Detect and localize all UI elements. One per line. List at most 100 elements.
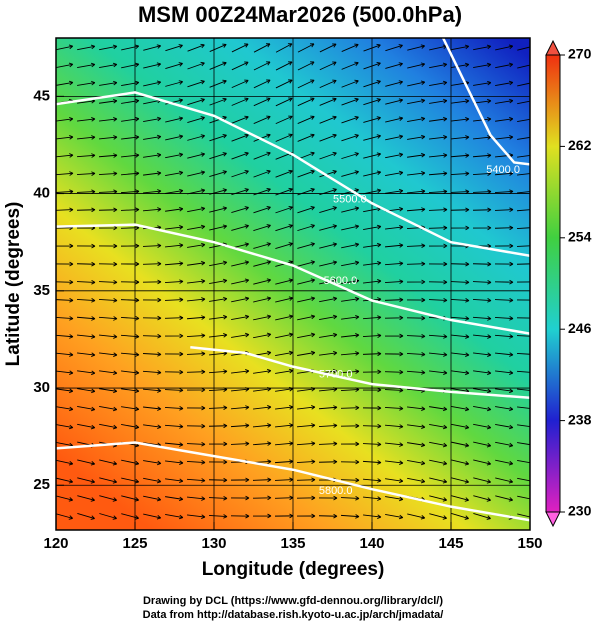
- wind-arrow: [275, 205, 293, 214]
- wind-arrow: [98, 298, 118, 303]
- wind-arrow: [187, 134, 205, 141]
- wind-arrow: [165, 188, 184, 194]
- wind-arrow: [99, 135, 118, 140]
- wind-arrow: [428, 261, 448, 267]
- wind-arrow: [407, 62, 426, 69]
- wind-arrow: [451, 495, 469, 502]
- wind-arrow: [450, 316, 470, 321]
- wind-arrow: [407, 477, 426, 484]
- wind-arrow: [186, 369, 206, 375]
- wind-arrow: [384, 279, 404, 284]
- wind-arrow: [319, 79, 337, 89]
- wind-arrow: [319, 133, 337, 142]
- wind-arrow: [429, 153, 448, 158]
- wind-arrow: [296, 459, 316, 464]
- wind-arrow: [231, 278, 250, 285]
- wind-arrow: [165, 478, 184, 484]
- wind-arrow: [451, 406, 470, 412]
- wind-arrow: [451, 334, 470, 339]
- wind-arrow: [340, 441, 360, 447]
- contour-line: [441, 38, 530, 166]
- wind-arrow: [142, 352, 162, 357]
- contour-label: 5400.0: [486, 164, 520, 176]
- y-axis-label: Latitude (degrees): [3, 202, 24, 367]
- wind-arrow: [384, 315, 404, 321]
- wind-arrow: [187, 297, 206, 302]
- wind-arrow: [428, 352, 448, 357]
- wind-arrow: [385, 98, 404, 105]
- wind-arrow: [318, 459, 338, 465]
- wind-arrow: [143, 477, 162, 484]
- wind-arrow: [76, 207, 96, 213]
- wind-arrow: [450, 298, 470, 303]
- wind-arrow: [428, 171, 448, 176]
- wind-arrow: [120, 207, 140, 213]
- wind-arrow: [385, 116, 404, 123]
- wind-arrow: [473, 513, 491, 520]
- wind-arrow: [186, 441, 206, 447]
- wind-arrow: [473, 406, 492, 412]
- wind-arrow: [275, 169, 293, 178]
- wind-arrow: [450, 279, 470, 285]
- wind-arrow: [494, 207, 514, 213]
- wind-arrow: [187, 43, 205, 52]
- wind-arrow: [385, 478, 404, 484]
- wind-arrow: [252, 441, 272, 446]
- wind-arrow: [120, 352, 140, 357]
- wind-arrow: [473, 44, 492, 51]
- wind-arrow: [384, 406, 404, 411]
- wind-arrow: [121, 370, 140, 375]
- wind-arrow: [275, 133, 293, 142]
- wind-arrow: [451, 423, 470, 430]
- wind-arrow: [517, 513, 530, 518]
- wind-arrow: [56, 352, 74, 357]
- wind-arrow: [517, 82, 530, 87]
- wind-arrow: [450, 153, 470, 158]
- wind-arrow: [406, 370, 426, 375]
- wind-arrow: [407, 152, 426, 158]
- wind-arrow: [429, 513, 448, 520]
- wind-arrow: [341, 152, 359, 160]
- wind-arrow: [187, 80, 205, 88]
- y-tick-label: 40: [33, 185, 50, 202]
- wind-arrow: [473, 441, 492, 448]
- wind-arrow: [517, 100, 530, 105]
- wind-arrow: [164, 279, 184, 284]
- wind-arrow: [429, 98, 448, 104]
- wind-arrow: [56, 279, 74, 285]
- wind-arrow: [120, 243, 140, 249]
- wind-arrow: [98, 334, 118, 339]
- wind-arrow: [99, 98, 118, 104]
- wind-arrow: [76, 279, 96, 285]
- wind-arrow: [297, 43, 315, 53]
- wind-arrow: [495, 495, 514, 502]
- wind-arrow: [142, 333, 162, 339]
- wind-arrow: [209, 61, 227, 70]
- wind-arrow: [253, 169, 271, 178]
- y-tick-label: 45: [33, 87, 50, 104]
- contour-label: 5600.0: [324, 275, 358, 287]
- wind-arrow: [407, 116, 426, 123]
- x-tick-label: 120: [43, 535, 68, 552]
- wind-arrow: [142, 388, 162, 393]
- wind-arrow: [297, 169, 315, 178]
- wind-arrow: [187, 514, 206, 519]
- wind-arrow: [56, 80, 74, 86]
- wind-arrow: [165, 514, 184, 520]
- wind-arrow: [98, 153, 118, 158]
- wind-arrow: [56, 62, 74, 68]
- contour-line: [56, 223, 530, 335]
- wind-arrow: [77, 370, 96, 376]
- wind-arrow: [517, 118, 530, 123]
- wind-arrow: [56, 261, 74, 267]
- wind-arrow: [76, 153, 96, 158]
- wind-arrow: [164, 333, 184, 339]
- wind-arrow: [274, 495, 294, 501]
- wind-arrow: [209, 79, 227, 88]
- wind-arrow: [296, 477, 316, 483]
- wind-arrow: [495, 441, 514, 448]
- wind-arrow: [253, 224, 271, 232]
- wind-arrow: [472, 298, 492, 303]
- colorbar-top-arrow: [545, 39, 561, 56]
- wind-arrow: [495, 370, 514, 375]
